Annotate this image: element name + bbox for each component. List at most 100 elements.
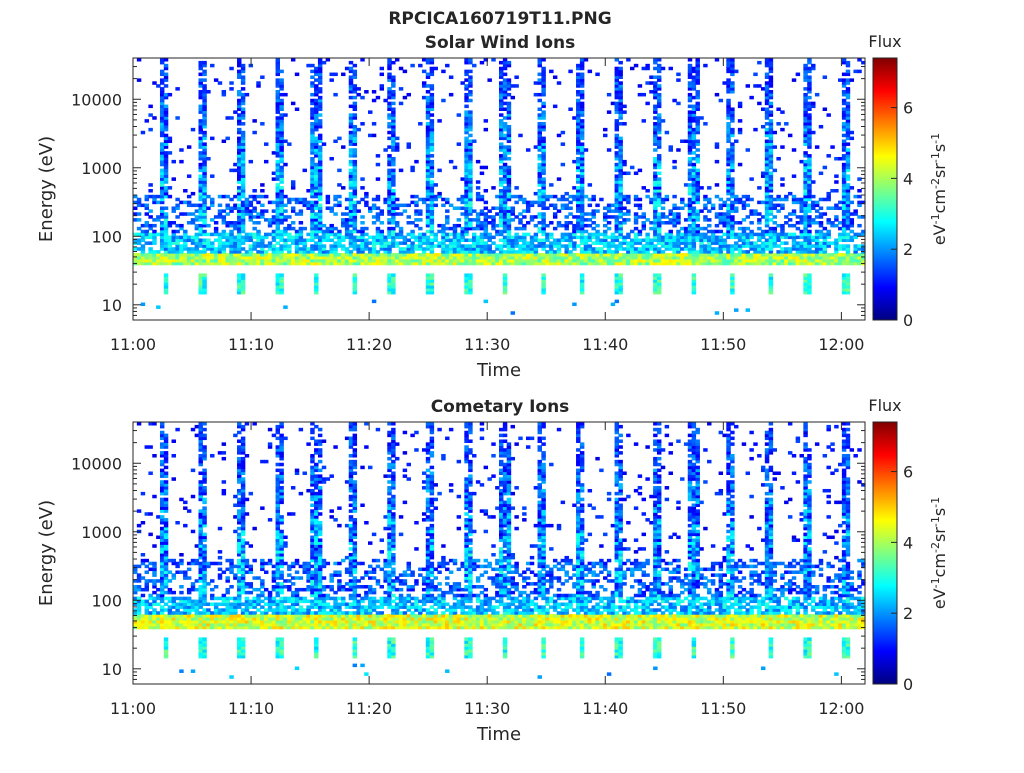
flux-cell [348, 221, 354, 225]
flux-cell [714, 194, 720, 199]
flux-cell [159, 101, 165, 106]
flux-cell [360, 253, 365, 257]
flux-cell [148, 247, 153, 251]
flux-cell [287, 200, 292, 205]
flux-cell [279, 250, 284, 254]
flux-cell [144, 203, 150, 208]
flux-cell [217, 81, 223, 85]
flux-cell [348, 75, 354, 79]
flux-cell [317, 139, 323, 144]
flux-cell [302, 168, 307, 173]
flux-cell [391, 255, 396, 260]
flux-cell [159, 98, 165, 103]
flux-cell [329, 244, 334, 248]
flux-cell [298, 212, 304, 216]
flux-cell [167, 241, 173, 245]
flux-cell [614, 162, 620, 167]
flux-cell [811, 194, 816, 199]
flux-cell [414, 244, 419, 248]
flux-cell [587, 244, 593, 248]
flux-cell [310, 186, 315, 190]
flux-cell [144, 221, 150, 225]
flux-cell [344, 212, 350, 216]
flux-cell [348, 238, 354, 242]
flux-cell [818, 206, 824, 210]
flux-cell [525, 200, 531, 205]
flux-cell [722, 238, 727, 242]
flux-cell [537, 92, 542, 97]
flux-cell [371, 238, 377, 242]
flux-cell [202, 148, 207, 152]
flux-cell [240, 253, 246, 257]
flux-cell [248, 235, 254, 240]
flux-cell [352, 279, 358, 283]
flux-cell [687, 197, 693, 202]
flux-cell [645, 194, 650, 199]
flux-cell [633, 194, 639, 199]
flux-cell [237, 261, 242, 266]
flux-cell [167, 221, 173, 225]
flux-cell [298, 261, 304, 266]
flux-cell [502, 116, 508, 120]
flux-cell [564, 221, 569, 225]
flux-cell [314, 241, 319, 245]
flux-cell [287, 235, 292, 240]
flux-cell [425, 287, 431, 292]
flux-cell [275, 148, 280, 152]
flux-cell [225, 244, 230, 248]
flux-cell [445, 197, 450, 202]
flux-cell [421, 247, 427, 251]
flux-cell [364, 244, 369, 248]
flux-cell [325, 194, 331, 199]
flux-cell [159, 206, 165, 210]
flux-cell [279, 177, 284, 181]
flux-cell [676, 101, 681, 106]
flux-cell [163, 104, 169, 109]
flux-cell [595, 229, 600, 234]
flux-cell [156, 218, 161, 222]
flux-cell [152, 253, 157, 257]
flux-cell [233, 244, 238, 248]
flux-cell [583, 58, 589, 62]
flux-cell [217, 215, 223, 219]
flux-cell [237, 177, 242, 181]
flux-cell [676, 78, 681, 82]
flux-cell [190, 221, 196, 225]
flux-cell [552, 226, 558, 231]
flux-cell [263, 244, 269, 248]
flux-cell [317, 235, 323, 240]
flux-cell [352, 75, 358, 79]
flux-cell [653, 273, 658, 277]
flux-cell [344, 197, 350, 202]
flux-cell [310, 113, 315, 117]
flux-cell [348, 253, 354, 257]
flux-cell [510, 218, 516, 222]
flux-cell [352, 287, 358, 292]
flux-cell [537, 212, 542, 216]
flux-cell [402, 247, 408, 251]
flux-cell [352, 221, 358, 225]
flux-cell [375, 154, 381, 158]
flux-cell [314, 200, 319, 205]
flux-cell [433, 232, 438, 237]
flux-cell [587, 223, 593, 228]
flux-cell [656, 58, 662, 62]
flux-cell [275, 171, 280, 176]
flux-cell [387, 290, 392, 295]
flux-cell [148, 255, 153, 260]
flux-cell [603, 229, 608, 234]
flux-cell [460, 177, 465, 181]
flux-cell [202, 84, 207, 88]
flux-cell [726, 244, 731, 248]
flux-cell [618, 273, 623, 277]
flux-cell [387, 212, 392, 216]
flux-cell [198, 156, 203, 161]
flux-cell [456, 232, 462, 237]
flux-cell [194, 241, 200, 245]
flux-cell [167, 255, 173, 260]
flux-cell [352, 171, 358, 176]
flux-cell [807, 273, 812, 277]
flux-cell [237, 174, 242, 178]
flux-cell [834, 203, 839, 208]
flux-cell [198, 130, 203, 135]
